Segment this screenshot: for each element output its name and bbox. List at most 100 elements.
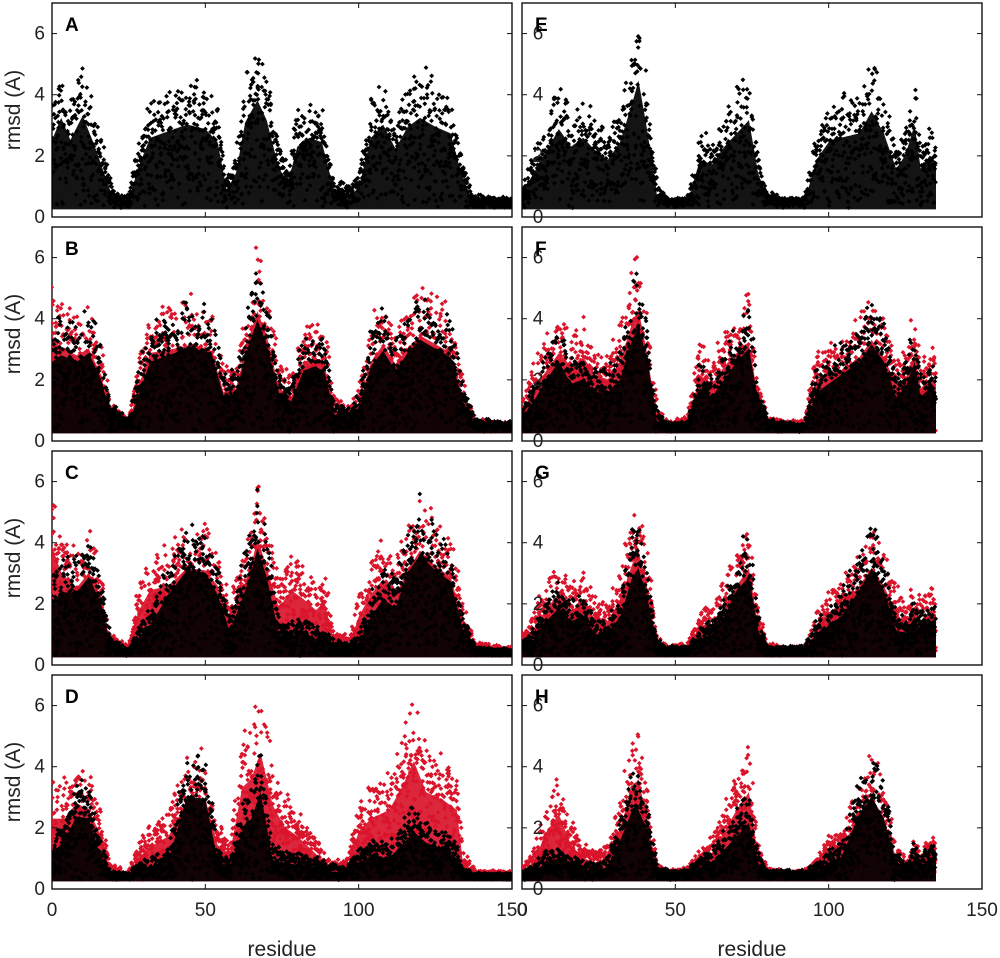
data-point bbox=[186, 377, 192, 383]
data-point bbox=[89, 316, 95, 322]
data-point bbox=[166, 147, 171, 153]
data-point bbox=[142, 362, 148, 368]
data-point bbox=[57, 322, 63, 327]
data-point bbox=[215, 406, 221, 411]
data-point bbox=[364, 391, 369, 397]
data-point bbox=[85, 111, 91, 117]
data-point bbox=[151, 112, 157, 118]
data-point bbox=[267, 135, 272, 141]
data-point bbox=[65, 159, 71, 164]
data-point bbox=[318, 379, 324, 384]
data-point bbox=[419, 344, 425, 350]
data-point bbox=[152, 142, 158, 148]
data-point bbox=[78, 168, 84, 173]
data-point bbox=[52, 111, 57, 117]
data-point bbox=[91, 330, 97, 336]
data-point bbox=[238, 343, 243, 348]
data-point bbox=[258, 410, 263, 416]
data-point bbox=[146, 181, 152, 187]
data-point bbox=[115, 192, 121, 198]
data-point bbox=[79, 108, 84, 113]
data-point bbox=[420, 374, 425, 380]
data-point bbox=[375, 320, 381, 326]
data-point bbox=[372, 347, 377, 352]
data-point bbox=[341, 180, 346, 186]
data-point bbox=[157, 322, 163, 328]
data-point bbox=[63, 157, 69, 163]
data-point bbox=[401, 168, 406, 174]
data-point bbox=[368, 374, 374, 380]
data-point bbox=[58, 369, 64, 375]
data-point bbox=[103, 385, 109, 390]
data-point bbox=[284, 366, 289, 372]
data-point bbox=[419, 295, 424, 301]
data-point bbox=[154, 175, 160, 181]
data-point bbox=[367, 140, 373, 145]
data-point bbox=[418, 95, 424, 101]
data-point bbox=[418, 406, 423, 411]
data-point bbox=[216, 364, 222, 370]
data-point bbox=[144, 336, 150, 341]
data-point bbox=[231, 164, 237, 170]
data-point bbox=[162, 145, 167, 151]
data-point bbox=[303, 388, 309, 393]
data-point bbox=[66, 365, 72, 371]
data-point bbox=[255, 96, 261, 102]
data-point bbox=[183, 106, 189, 112]
data-point bbox=[194, 397, 200, 403]
data-point bbox=[370, 383, 376, 389]
data-point bbox=[136, 425, 142, 431]
data-point bbox=[252, 154, 258, 160]
data-point bbox=[397, 330, 403, 335]
data-point bbox=[189, 314, 195, 319]
data-point bbox=[203, 110, 208, 116]
data-point bbox=[211, 121, 217, 127]
data-point bbox=[194, 77, 200, 83]
data-point bbox=[169, 315, 174, 321]
data-point bbox=[287, 188, 293, 193]
data-point bbox=[149, 334, 154, 340]
data-point bbox=[129, 191, 135, 197]
data-point bbox=[190, 109, 196, 114]
data-point bbox=[179, 330, 184, 336]
data-point bbox=[306, 127, 311, 133]
data-point bbox=[174, 100, 180, 106]
data-point bbox=[321, 195, 327, 201]
data-point bbox=[200, 173, 206, 179]
data-point bbox=[88, 122, 94, 127]
data-point bbox=[448, 165, 453, 170]
data-point bbox=[211, 135, 216, 141]
data-point bbox=[114, 415, 120, 420]
data-point bbox=[184, 144, 190, 149]
data-point bbox=[81, 365, 86, 371]
data-point bbox=[145, 424, 151, 429]
data-point bbox=[256, 57, 262, 63]
data-point bbox=[98, 382, 104, 387]
data-point bbox=[143, 139, 149, 145]
data-point bbox=[365, 395, 371, 401]
data-point bbox=[66, 380, 71, 386]
data-point bbox=[250, 309, 256, 314]
data-point bbox=[200, 112, 205, 117]
data-point bbox=[182, 154, 187, 160]
data-point bbox=[430, 143, 435, 148]
data-point bbox=[109, 197, 115, 203]
data-point bbox=[224, 409, 230, 415]
data-point bbox=[179, 374, 185, 380]
data-point bbox=[147, 157, 153, 163]
data-point bbox=[292, 127, 298, 133]
data-point bbox=[482, 201, 487, 207]
data-point bbox=[80, 66, 85, 71]
data-point bbox=[422, 101, 428, 107]
data-point bbox=[79, 354, 84, 360]
data-point bbox=[181, 121, 186, 126]
data-point bbox=[265, 327, 271, 333]
data-point bbox=[154, 353, 159, 359]
data-point bbox=[309, 322, 315, 328]
data-point bbox=[165, 100, 170, 105]
data-point bbox=[422, 297, 428, 302]
data-point bbox=[244, 136, 250, 141]
data-point bbox=[421, 151, 427, 157]
data-point bbox=[420, 285, 425, 291]
data-point bbox=[201, 108, 207, 114]
